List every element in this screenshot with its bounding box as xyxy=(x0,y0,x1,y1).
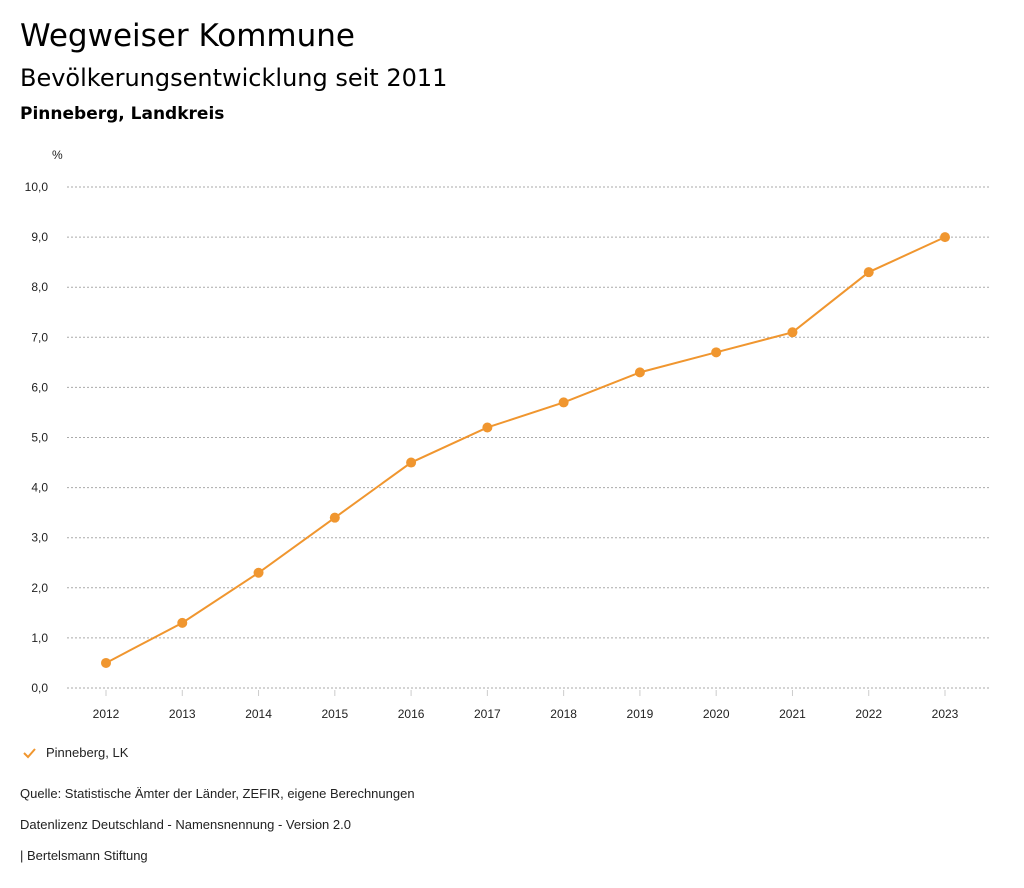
data-point[interactable] xyxy=(787,327,798,338)
data-point[interactable] xyxy=(634,367,645,378)
data-point[interactable] xyxy=(177,617,188,628)
x-tick-label: 2020 xyxy=(703,707,730,721)
publisher-text: | Bertelsmann Stiftung xyxy=(20,848,148,863)
y-tick-label: 3,0 xyxy=(31,531,48,545)
x-tick-label: 2023 xyxy=(932,707,959,721)
data-point[interactable] xyxy=(558,397,569,408)
chart-title: Bevölkerungsentwicklung seit 2011 xyxy=(20,64,448,92)
data-point[interactable] xyxy=(482,422,493,433)
x-tick-label: 2014 xyxy=(245,707,272,721)
y-tick-label: 0,0 xyxy=(31,681,48,695)
x-tick-label: 2016 xyxy=(398,707,425,721)
legend-label: Pinneberg, LK xyxy=(46,745,129,760)
x-tick-label: 2013 xyxy=(169,707,196,721)
app-title: Wegweiser Kommune xyxy=(20,18,355,54)
line-chart: % 0,0 1,0 2,0 3,0 4,0 5,0 6,0 7,0 8,0 9,0 10,0 2012… xyxy=(25,148,990,721)
y-tick-label: 7,0 xyxy=(31,330,48,344)
x-tick-label: 2021 xyxy=(779,707,806,721)
x-tick-label: 2012 xyxy=(93,707,120,721)
region-title: Pinneberg, Landkreis xyxy=(20,104,225,124)
check-icon xyxy=(23,747,36,758)
y-tick-label: 10,0 xyxy=(25,180,49,194)
data-point[interactable] xyxy=(329,512,340,523)
y-tick-label: 8,0 xyxy=(31,280,48,294)
license-text: Datenlizenz Deutschland - Namensnennung … xyxy=(20,817,351,832)
data-point[interactable] xyxy=(406,457,417,468)
data-point[interactable] xyxy=(253,567,264,578)
x-tick-label: 2022 xyxy=(855,707,882,721)
x-tick-label: 2015 xyxy=(321,707,348,721)
x-tick-label: 2019 xyxy=(627,707,654,721)
series-line xyxy=(105,236,946,664)
y-tick-label: 5,0 xyxy=(31,431,48,445)
x-tick-label: 2018 xyxy=(550,707,577,721)
y-axis-label: % xyxy=(52,148,63,162)
x-tick-label: 2017 xyxy=(474,707,501,721)
y-tick-label: 4,0 xyxy=(31,481,48,495)
data-point[interactable] xyxy=(101,657,111,668)
legend-item[interactable]: Pinneberg, LK xyxy=(22,745,128,760)
data-point[interactable] xyxy=(940,232,950,243)
y-tick-label: 2,0 xyxy=(31,581,48,595)
data-point[interactable] xyxy=(863,267,874,278)
y-tick-label: 1,0 xyxy=(31,631,48,645)
y-tick-label: 9,0 xyxy=(31,230,48,244)
y-tick-label: 6,0 xyxy=(31,380,48,394)
data-point[interactable] xyxy=(711,347,722,358)
source-text: Quelle: Statistische Ämter der Länder, Z… xyxy=(20,786,415,801)
